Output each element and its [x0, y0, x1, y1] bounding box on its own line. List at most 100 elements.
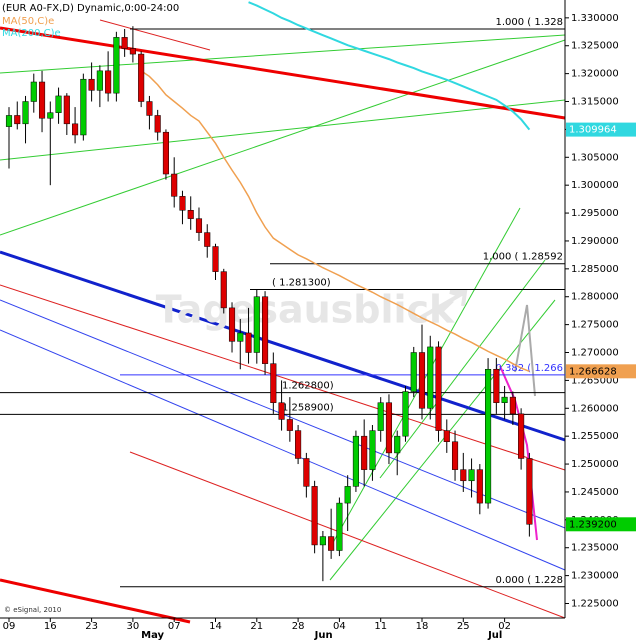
trendline: [379, 259, 546, 479]
candle-body: [245, 332, 252, 353]
candle-body: [270, 363, 277, 403]
trendline: [0, 39, 566, 236]
candle-body: [303, 458, 310, 487]
x-tick-label: 18: [416, 621, 429, 632]
candle-body: [187, 210, 194, 219]
candle-body: [319, 536, 326, 546]
x-tick-label: 25: [457, 621, 470, 632]
candle-body: [485, 368, 492, 504]
trendline: [0, 250, 566, 442]
x-tick-label: 04: [333, 621, 346, 632]
y-tick-label: 1.300000: [571, 180, 619, 191]
candle-body: [129, 48, 136, 55]
y-tick-label: 1.245000: [571, 487, 619, 498]
fib-label: 1.262800): [282, 381, 334, 392]
trendline: [0, 34, 566, 74]
trendline: [0, 99, 566, 161]
price-tag-label: 1.239200: [569, 519, 617, 530]
fib-label: 0.000 ( 1.228: [495, 575, 563, 586]
candle-body: [146, 101, 153, 116]
candle-body: [509, 396, 516, 415]
candle-body: [138, 53, 145, 102]
credit: © eSignal, 2010: [4, 606, 61, 614]
candle-body: [451, 441, 459, 470]
candle-body: [418, 352, 426, 409]
x-tick-label: 11: [374, 621, 387, 632]
trendline: [329, 299, 556, 581]
trendline: [129, 451, 566, 619]
candle-body: [179, 196, 186, 211]
candle-body: [228, 307, 236, 342]
x-tick-label: 21: [250, 621, 263, 632]
candle-body: [162, 131, 169, 175]
y-tick-label: 1.320000: [571, 69, 619, 80]
x-tick-label: 28: [292, 621, 305, 632]
candle-body: [88, 78, 95, 91]
y-tick-label: 1.265000: [571, 375, 619, 386]
candle-body: [22, 101, 29, 125]
legend-entry: MA(200,C)e: [2, 28, 61, 39]
candle-body: [113, 37, 120, 94]
candle-body: [410, 352, 417, 392]
y-tick-label: 1.330000: [571, 13, 619, 24]
candle-body: [14, 115, 21, 125]
candle-body: [212, 246, 219, 272]
candle-body: [220, 271, 227, 309]
chart-title: (EUR A0-FX,D) Dynamic,0:00-24:00: [2, 3, 179, 14]
candle-body: [427, 346, 434, 409]
candle-body: [344, 486, 351, 504]
watermark: Tagesausblick: [156, 288, 455, 332]
candle-body: [63, 95, 70, 125]
candle-body: [385, 402, 393, 454]
candle-body: [237, 332, 244, 342]
candle-body: [311, 486, 318, 546]
price-tag-label: 1.266628: [569, 366, 617, 377]
moving-average: [248, 1, 531, 131]
candle-body: [295, 430, 302, 459]
y-tick-label: 1.305000: [571, 152, 619, 163]
y-tick-label: 1.280000: [571, 292, 619, 303]
candle-body: [80, 78, 87, 136]
trendline: [0, 329, 566, 571]
trendline: [0, 578, 191, 624]
y-tick-label: 1.290000: [571, 236, 619, 247]
y-tick-label: 1.225000: [571, 598, 619, 609]
y-tick-label: 1.260000: [571, 403, 619, 414]
candle-body: [47, 112, 54, 119]
fib-label: 1.000 ( 1.28592: [483, 252, 563, 263]
candle-body: [96, 70, 103, 91]
fib-label: 0.382 ( 1.266: [495, 363, 563, 374]
y-tick-label: 1.275000: [571, 320, 619, 331]
fib-label: 1.000 ( 1.328: [495, 17, 563, 28]
x-tick-label: 02: [498, 621, 511, 632]
candle-body: [38, 81, 46, 119]
candle-body: [262, 296, 269, 364]
candle-body: [369, 430, 376, 470]
projection: [514, 304, 536, 397]
x-tick-label: 16: [44, 621, 57, 632]
candle-body: [30, 81, 37, 102]
candle-body: [526, 458, 533, 525]
candle-body: [518, 413, 525, 459]
trendline: [99, 19, 211, 51]
y-tick-label: 1.295000: [571, 208, 619, 219]
price-tag: [566, 364, 636, 379]
price-tag: [566, 122, 636, 137]
trendline: [0, 284, 566, 471]
month-label: Jul: [487, 630, 502, 640]
candle-body: [443, 430, 450, 442]
x-tick-label: 30: [127, 621, 140, 632]
candle-body: [435, 346, 442, 431]
fib-label: 1.258900): [282, 402, 334, 413]
candle-body: [253, 296, 260, 353]
candle-body: [394, 435, 401, 454]
trendline: [0, 26, 566, 120]
legend-entry: MA(50,C)e: [2, 16, 54, 27]
candle-body: [55, 95, 62, 113]
candle-body: [493, 368, 500, 403]
candle-body: [402, 391, 409, 437]
price-tag-label: 1.309964: [569, 125, 617, 136]
candle-body: [204, 232, 211, 247]
y-tick-label: 1.250000: [571, 459, 619, 470]
